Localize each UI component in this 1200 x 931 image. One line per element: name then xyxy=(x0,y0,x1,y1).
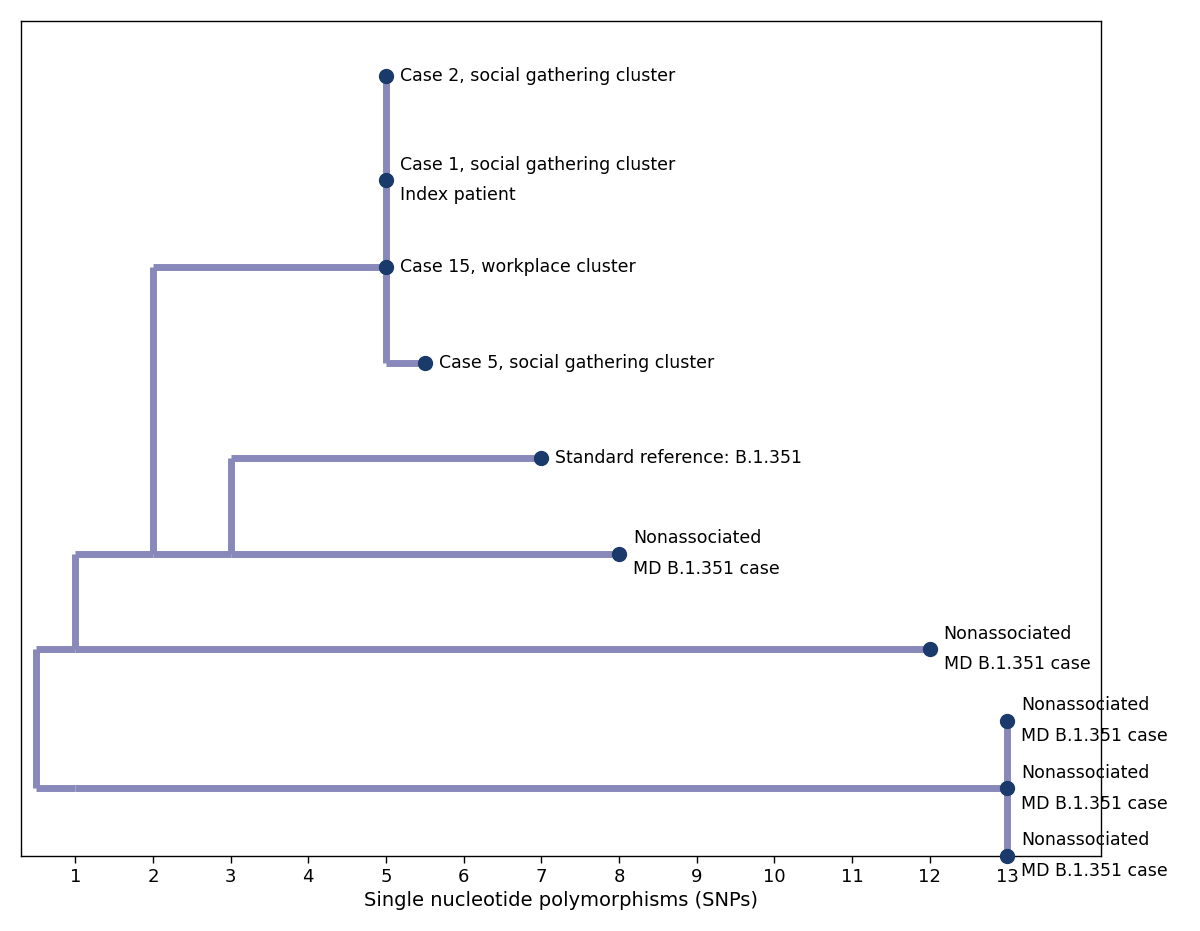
Text: Standard reference: B.1.351: Standard reference: B.1.351 xyxy=(556,449,803,467)
Text: MD B.1.351 case: MD B.1.351 case xyxy=(943,655,1091,673)
Point xyxy=(532,451,551,466)
X-axis label: Single nucleotide polymorphisms (SNPs): Single nucleotide polymorphisms (SNPs) xyxy=(364,891,757,911)
Text: MD B.1.351 case: MD B.1.351 case xyxy=(632,560,780,578)
Text: Index patient: Index patient xyxy=(400,186,516,204)
Point xyxy=(998,848,1018,863)
Point xyxy=(377,69,396,84)
Text: Nonassociated: Nonassociated xyxy=(943,625,1072,642)
Text: MD B.1.351 case: MD B.1.351 case xyxy=(1021,862,1168,880)
Text: Case 15, workplace cluster: Case 15, workplace cluster xyxy=(400,258,636,277)
Point xyxy=(415,356,434,371)
Point xyxy=(377,260,396,275)
Point xyxy=(998,781,1018,796)
Point xyxy=(610,546,629,561)
Text: Nonassociated: Nonassociated xyxy=(1021,696,1150,714)
Point xyxy=(920,641,940,656)
Text: MD B.1.351 case: MD B.1.351 case xyxy=(1021,727,1168,745)
Text: Case 2, social gathering cluster: Case 2, social gathering cluster xyxy=(400,68,676,86)
Point xyxy=(377,172,396,187)
Text: Nonassociated: Nonassociated xyxy=(1021,763,1150,782)
Text: Case 1, social gathering cluster: Case 1, social gathering cluster xyxy=(400,155,676,173)
Text: Nonassociated: Nonassociated xyxy=(1021,831,1150,849)
Text: Nonassociated: Nonassociated xyxy=(632,529,761,547)
Point xyxy=(998,713,1018,728)
Text: MD B.1.351 case: MD B.1.351 case xyxy=(1021,794,1168,813)
Text: Case 5, social gathering cluster: Case 5, social gathering cluster xyxy=(439,354,714,371)
